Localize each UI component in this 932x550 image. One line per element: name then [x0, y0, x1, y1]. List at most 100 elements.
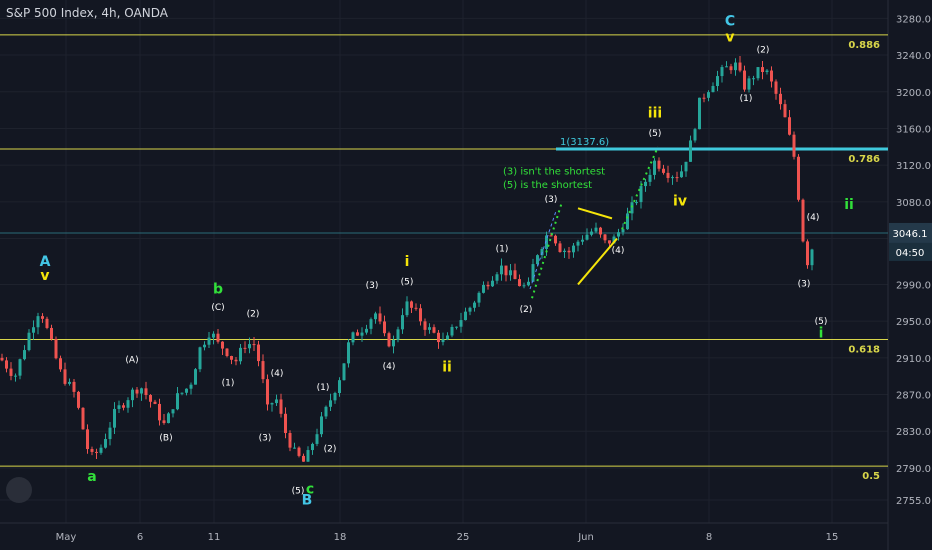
- candle-body: [239, 347, 242, 362]
- candle-body: [383, 321, 386, 334]
- candle-body: [495, 274, 499, 281]
- candle-body: [387, 333, 391, 347]
- candle-body: [162, 420, 166, 424]
- candle-body: [752, 78, 755, 80]
- y-tick-label: 2755.0: [896, 496, 931, 507]
- candle-body: [311, 443, 314, 451]
- wave-label: (2): [324, 444, 337, 454]
- y-tick-label: 3160.0: [896, 124, 931, 135]
- candle-body: [810, 249, 814, 266]
- candle-body: [374, 313, 377, 320]
- candle-body: [626, 213, 629, 230]
- wave-label: a: [87, 469, 96, 485]
- candle-body: [644, 181, 647, 187]
- candle-body: [63, 369, 67, 384]
- candle-body: [734, 62, 737, 71]
- candle-body: [329, 400, 332, 407]
- candle-body: [486, 284, 490, 287]
- candle-body: [135, 389, 139, 394]
- candle-body: [716, 76, 719, 87]
- candle-body: [738, 62, 742, 71]
- candle-body: [252, 344, 256, 346]
- candle-body: [549, 235, 553, 237]
- candle-body: [234, 359, 238, 362]
- candle-body: [176, 393, 179, 410]
- candle-body: [347, 342, 350, 364]
- candle-body: [180, 392, 184, 394]
- candle-body: [99, 447, 103, 453]
- candle-body: [90, 449, 94, 452]
- candle-body: [612, 236, 616, 244]
- candle-body: [342, 363, 346, 381]
- candle-body: [464, 311, 467, 321]
- wave-label: (1): [496, 244, 509, 254]
- candle-body: [423, 321, 427, 330]
- candle-body: [41, 316, 44, 319]
- candle-body: [293, 447, 296, 449]
- candle-body: [590, 231, 593, 235]
- wave-label: (5): [815, 317, 828, 327]
- candle-body: [779, 93, 782, 105]
- candle-body: [639, 186, 643, 203]
- candle-body: [410, 301, 413, 308]
- candle-body: [563, 250, 566, 253]
- candle-body: [797, 156, 800, 200]
- candle-body: [662, 168, 665, 173]
- wave-label: (3): [366, 281, 379, 291]
- wave-label: c: [306, 482, 314, 498]
- candle-body: [117, 405, 121, 409]
- wave-label: (1): [222, 378, 235, 388]
- x-tick-label: 11: [208, 532, 221, 543]
- candle-body: [671, 177, 674, 179]
- x-tick-label: 6: [137, 532, 143, 543]
- wave-label: (3): [259, 433, 272, 443]
- candle-body: [365, 328, 368, 333]
- x-tick-label: 15: [826, 532, 839, 543]
- candle-body: [500, 265, 503, 275]
- candle-body: [725, 66, 728, 68]
- candle-body: [275, 399, 278, 404]
- x-tick-label: Jun: [577, 532, 594, 543]
- candle-body: [225, 348, 229, 357]
- candle-body: [441, 339, 445, 343]
- wave-label: (1): [317, 383, 330, 393]
- candle-body: [635, 202, 638, 204]
- candle-body: [68, 381, 71, 384]
- candle-body: [648, 174, 652, 182]
- candle-body: [504, 265, 508, 276]
- candle-body: [477, 292, 481, 303]
- candle-body: [554, 235, 557, 244]
- candle-body: [482, 284, 485, 293]
- wave-label: (3): [798, 279, 811, 289]
- candle-body: [14, 375, 17, 377]
- wave-label: (1): [740, 94, 753, 104]
- y-tick-label: 3080.0: [896, 198, 931, 209]
- wave-label: (3) isn't the shortest: [503, 166, 605, 177]
- candle-body: [747, 78, 751, 90]
- candle-body: [707, 92, 710, 98]
- candle-body: [302, 455, 305, 462]
- candle-body: [446, 335, 449, 340]
- x-tick-label: 18: [334, 532, 347, 543]
- candle-body: [675, 177, 679, 179]
- candle-body: [761, 67, 764, 73]
- candle-body: [743, 70, 746, 90]
- candle-body: [77, 391, 80, 408]
- candle-body: [108, 427, 112, 440]
- candle-body: [666, 172, 670, 178]
- candle-body: [216, 333, 220, 342]
- wave-label: (4): [807, 213, 820, 223]
- candle-body: [59, 358, 62, 370]
- candle-body: [86, 429, 89, 450]
- tradingview-logo-icon[interactable]: [6, 477, 32, 503]
- candle-body: [684, 161, 688, 172]
- candle-body: [338, 380, 341, 393]
- candle-body: [140, 388, 143, 394]
- candle-body: [104, 439, 107, 448]
- wave-label: C: [725, 14, 735, 30]
- candle-body: [153, 401, 157, 404]
- candle-body: [122, 405, 125, 408]
- candle-body: [621, 229, 625, 233]
- candle-body: [297, 447, 301, 456]
